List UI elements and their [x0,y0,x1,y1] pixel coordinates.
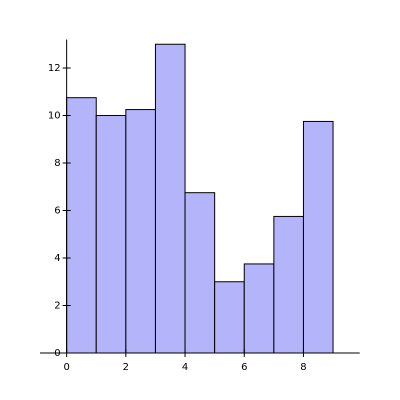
x-tick-label: 0 [63,362,69,373]
bar [302,120,334,354]
x-tick-label: 6 [241,362,247,373]
bar [154,43,186,354]
bar [184,192,216,354]
bar [214,281,245,354]
x-tick-label: 8 [300,362,306,373]
y-tick-label: 2 [54,301,60,312]
bar [95,115,127,354]
bar [125,109,156,354]
bar [243,263,275,354]
y-tick-label: 0 [54,348,60,359]
y-tick-label: 8 [54,158,60,169]
x-tick-label: 4 [182,362,188,373]
y-tick-label: 10 [48,111,61,122]
y-tick-label: 4 [54,253,60,264]
y-tick-label: 6 [54,206,60,217]
bar [66,97,97,354]
x-tick-label: 2 [123,362,129,373]
y-tick-label: 12 [48,63,61,74]
bar [273,215,304,354]
